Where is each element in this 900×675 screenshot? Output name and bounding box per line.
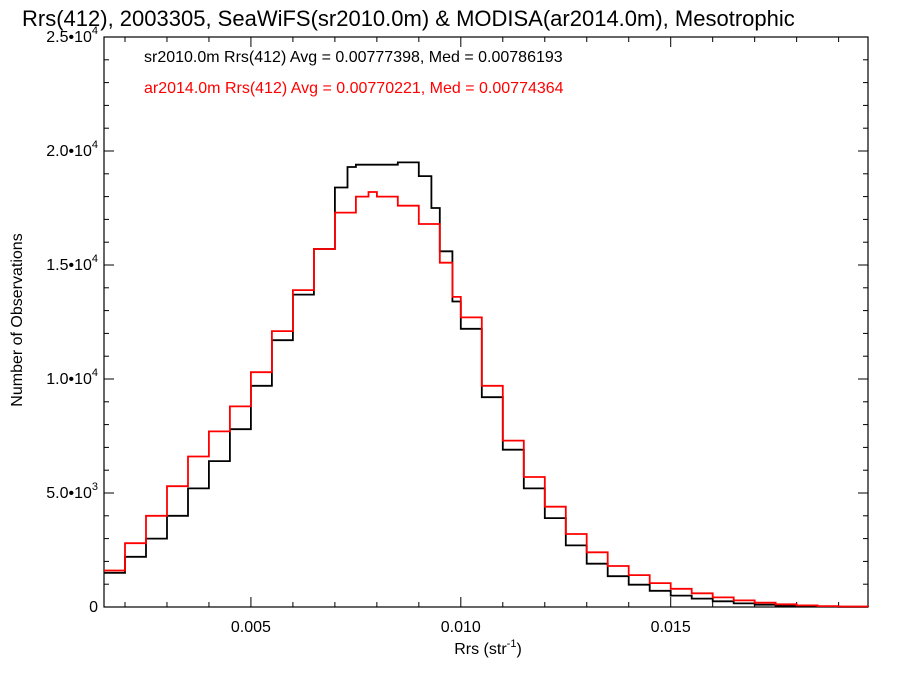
axis-ticks: 0.005 0.010 0.01505.0•1031.0•1041.5•1042.0… <box>46 25 868 636</box>
x-axis-label: Rrs (str-1) <box>454 638 522 658</box>
y-tick-mantissa: 0 <box>89 599 98 616</box>
legend: sr2010.0m Rrs(412) Avg = 0.00777398, Med… <box>144 49 564 97</box>
chart-title: Rrs(412), 2003305, SeaWiFS(sr2010.0m) & … <box>22 6 795 31</box>
plot-area <box>103 36 869 608</box>
legend-entry-1: sr2010.0m Rrs(412) Avg = 0.00777398, Med… <box>144 49 563 66</box>
x-tick-label: 0.005 <box>231 619 271 636</box>
series-line-1 <box>104 161 869 608</box>
y-tick-exponent: 4 <box>92 253 98 265</box>
y-tick-mantissa: 1.0•10 <box>46 371 92 388</box>
y-tick-exponent: 4 <box>92 367 98 379</box>
y-tick-exponent: 4 <box>92 25 98 37</box>
series-layer <box>104 161 869 608</box>
y-tick-mantissa: 2.0•10 <box>46 143 92 160</box>
y-tick-label: 2.5•104 <box>46 25 98 46</box>
y-tick-label: 1.0•104 <box>46 367 98 388</box>
y-tick-label: 1.5•104 <box>46 253 98 274</box>
y-tick-label: 0 <box>89 599 98 616</box>
plot-frame <box>103 36 869 608</box>
y-axis-label: Number of Observations <box>9 233 26 406</box>
y-tick-mantissa: 5.0•10 <box>46 485 92 502</box>
legend-entry-2: ar2014.0m Rrs(412) Avg = 0.00770221, Med… <box>144 80 564 97</box>
x-axis-label-main: Rrs (str <box>454 641 507 658</box>
x-axis-label-suffix: ) <box>516 641 521 658</box>
series-line-2 <box>104 191 869 608</box>
y-tick-label: 2.0•104 <box>46 139 98 160</box>
x-tick-label: 0.010 <box>441 619 481 636</box>
x-axis-label-exponent: -1 <box>507 638 517 650</box>
y-tick-exponent: 3 <box>92 481 98 493</box>
y-tick-mantissa: 1.5•10 <box>46 257 92 274</box>
y-tick-mantissa: 2.5•10 <box>46 29 92 46</box>
x-tick-label: 0.015 <box>651 619 691 636</box>
y-tick-exponent: 4 <box>92 139 98 151</box>
y-tick-label: 5.0•103 <box>46 481 98 502</box>
